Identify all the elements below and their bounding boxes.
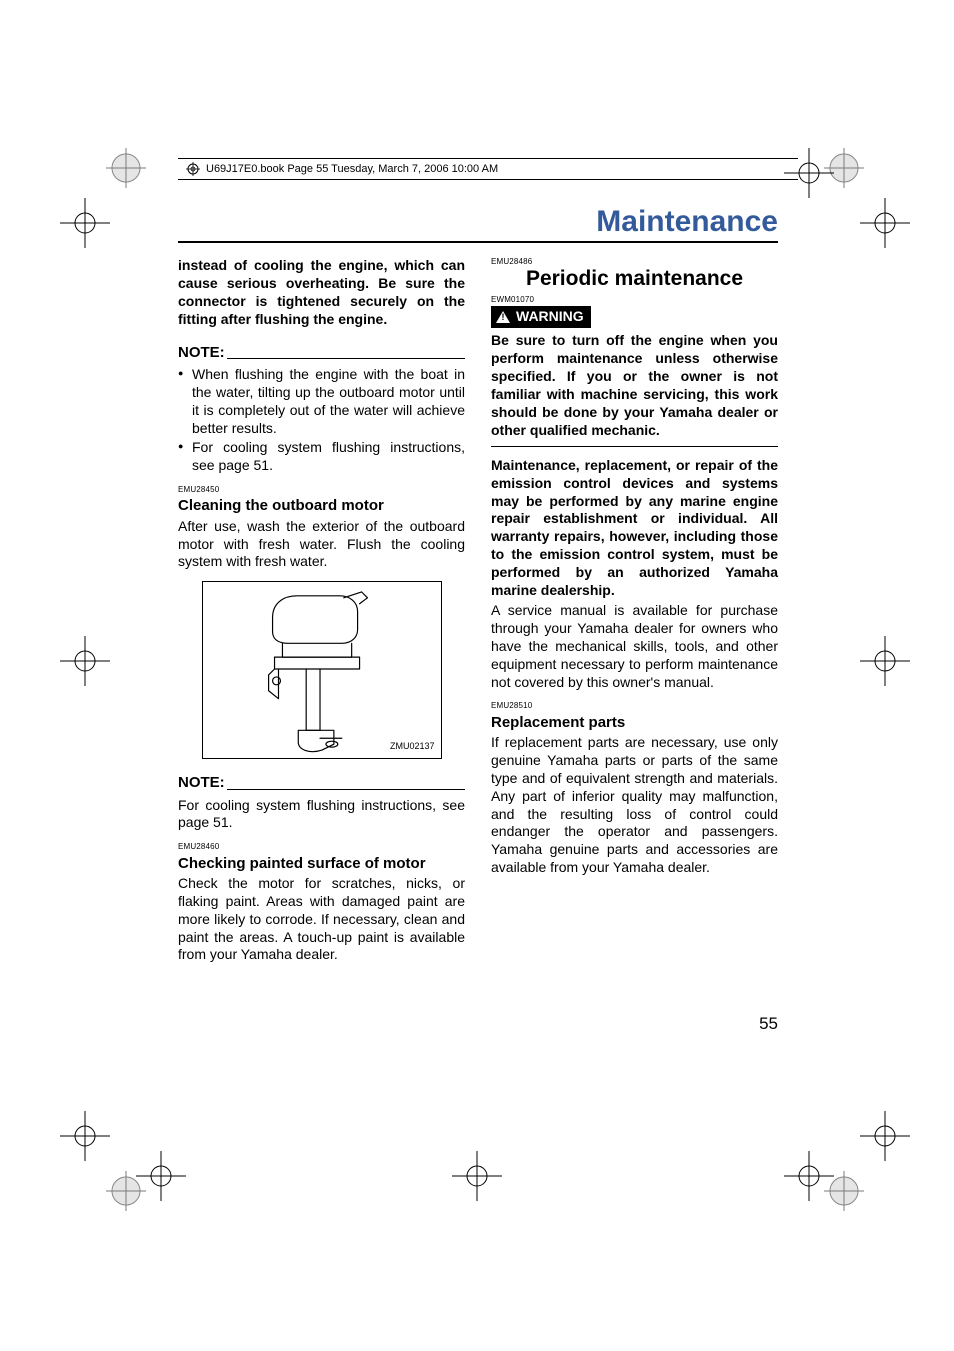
cleaning-text: After use, wash the exterior of the outb… bbox=[178, 518, 465, 572]
crosshair-icon bbox=[860, 1111, 910, 1161]
periodic-title: Periodic maintenance bbox=[491, 266, 778, 293]
code-emu28460: EMU28460 bbox=[178, 842, 465, 852]
crosshair-icon bbox=[136, 1151, 186, 1201]
crosshair-icon bbox=[60, 1111, 110, 1161]
crosshair-icon bbox=[452, 1151, 502, 1201]
crosshair-icon bbox=[860, 198, 910, 248]
note2-line bbox=[227, 789, 465, 790]
note1-item-1: For cooling system flushing instructions… bbox=[178, 439, 465, 475]
warning-rule bbox=[491, 446, 778, 447]
crosshair-icon bbox=[60, 198, 110, 248]
emission-text: Maintenance, replacement, or repair of t… bbox=[491, 457, 778, 600]
code-ewm01070: EWM01070 bbox=[491, 295, 778, 305]
header-text: U69J17E0.book Page 55 Tuesday, March 7, … bbox=[206, 163, 498, 175]
chapter-rule bbox=[178, 241, 778, 243]
left-column: instead of cooling the engine, which can… bbox=[178, 257, 465, 964]
replacement-text: If replacement parts are necessary, use … bbox=[491, 734, 778, 877]
warning-icon bbox=[496, 311, 510, 323]
note1-line bbox=[227, 358, 465, 359]
chapter-title: Maintenance bbox=[178, 205, 778, 239]
painted-text: Check the motor for scratches, nicks, or… bbox=[178, 875, 465, 965]
crosshair-icon bbox=[784, 1151, 834, 1201]
right-column: EMU28486 Periodic maintenance EWM01070 W… bbox=[491, 257, 778, 964]
lead-in: instead of cooling the engine, which can… bbox=[178, 257, 465, 329]
note2-text: For cooling system flushing instructions… bbox=[178, 797, 465, 833]
outboard-figure: ZMU02137 bbox=[202, 581, 442, 759]
code-emu28510: EMU28510 bbox=[491, 701, 778, 711]
note2-label: NOTE: bbox=[178, 773, 225, 792]
reg-mark-icon bbox=[106, 148, 146, 188]
note1-item-0: When flushing the engine with the boat i… bbox=[178, 366, 465, 438]
warning-badge: WARNING bbox=[491, 306, 591, 328]
note1-list: When flushing the engine with the boat i… bbox=[178, 366, 465, 475]
warning-text: Be sure to turn off the engine when you … bbox=[491, 332, 778, 439]
note2: NOTE: bbox=[178, 773, 465, 792]
crosshair-icon bbox=[860, 636, 910, 686]
crosshair-icon bbox=[784, 148, 834, 198]
painted-heading: Checking painted surface of motor bbox=[178, 854, 465, 873]
page-body: Maintenance instead of cooling the engin… bbox=[178, 205, 778, 964]
warning-label: WARNING bbox=[516, 308, 584, 326]
note1: NOTE: bbox=[178, 343, 465, 362]
replacement-heading: Replacement parts bbox=[491, 713, 778, 732]
page-number: 55 bbox=[759, 1014, 778, 1034]
crosshair-icon bbox=[60, 636, 110, 686]
note1-label: NOTE: bbox=[178, 343, 225, 362]
figure-caption: ZMU02137 bbox=[390, 741, 435, 753]
cleaning-heading: Cleaning the outboard motor bbox=[178, 496, 465, 515]
service-manual-text: A service manual is available for purcha… bbox=[491, 602, 778, 692]
code-emu28450: EMU28450 bbox=[178, 485, 465, 495]
header-strip: U69J17E0.book Page 55 Tuesday, March 7, … bbox=[178, 158, 798, 180]
columns: instead of cooling the engine, which can… bbox=[178, 257, 778, 964]
